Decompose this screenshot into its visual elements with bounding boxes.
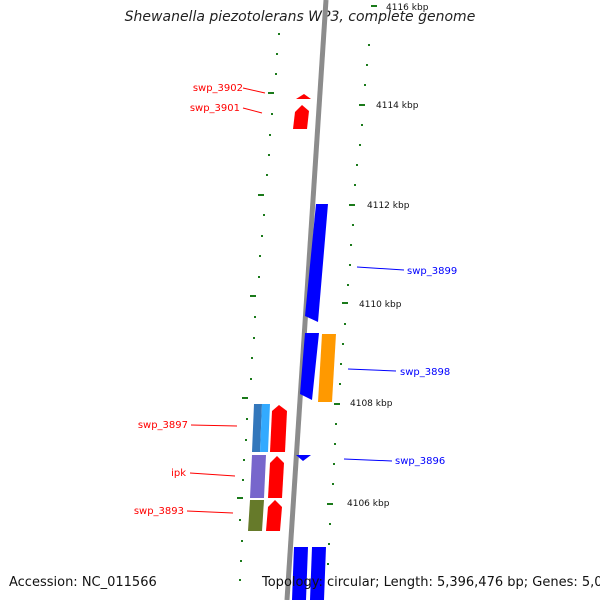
gene-label[interactable]: ipk [171, 468, 186, 479]
left-leader-lines [186, 87, 266, 514]
topology-label: Topology: circular; Length: 5,396,476 bp… [262, 575, 600, 590]
gene-bottom-1[interactable] [292, 547, 308, 600]
forward-strand-track [266, 94, 311, 531]
gene-label[interactable]: swp_3901 [190, 103, 240, 114]
gene-swp-3893[interactable] [266, 500, 282, 531]
reverse-strand-track [292, 204, 328, 600]
gene-orange[interactable] [318, 334, 336, 402]
scale-label: 4114 kbp [376, 101, 419, 111]
map-title: Shewanella piezotolerans WP3, complete g… [124, 9, 476, 25]
gene-purple[interactable] [250, 455, 266, 498]
gene-steelblue[interactable] [252, 404, 262, 452]
gene-swp-3897[interactable] [270, 405, 287, 452]
gene-label[interactable]: swp_3899 [407, 266, 457, 277]
scale-label: 4106 kbp [347, 499, 390, 509]
scale-label: 4110 kbp [359, 300, 402, 310]
gene-label[interactable]: swp_3902 [193, 83, 243, 94]
accession-label: Accession: NC_011566 [9, 575, 157, 590]
gene-ipk[interactable] [268, 456, 284, 498]
gene-swp-3902[interactable] [296, 94, 311, 99]
gene-swp-3899[interactable] [305, 204, 328, 322]
gene-label[interactable]: swp_3898 [400, 367, 450, 378]
left-tick-track [237, 33, 280, 581]
right-tick-track [327, 5, 377, 565]
gene-label[interactable]: swp_3896 [395, 456, 445, 467]
right-leader-lines [343, 266, 405, 462]
gene-bottom-2[interactable] [310, 547, 326, 600]
gene-olive[interactable] [248, 500, 264, 531]
gene-label[interactable]: swp_3897 [138, 420, 188, 431]
gene-swp-3901[interactable] [293, 105, 309, 129]
gene-lightblue[interactable] [260, 404, 270, 452]
scale-label: 4108 kbp [350, 399, 393, 409]
feature-blocks [248, 334, 336, 531]
gene-swp-3898[interactable] [300, 333, 319, 400]
gene-label[interactable]: swp_3893 [134, 506, 184, 517]
genome-backbone [284, 0, 329, 600]
scale-label: 4116 kbp [386, 3, 429, 13]
gene-swp-3896[interactable] [296, 455, 311, 461]
scale-label: 4112 kbp [367, 201, 410, 211]
